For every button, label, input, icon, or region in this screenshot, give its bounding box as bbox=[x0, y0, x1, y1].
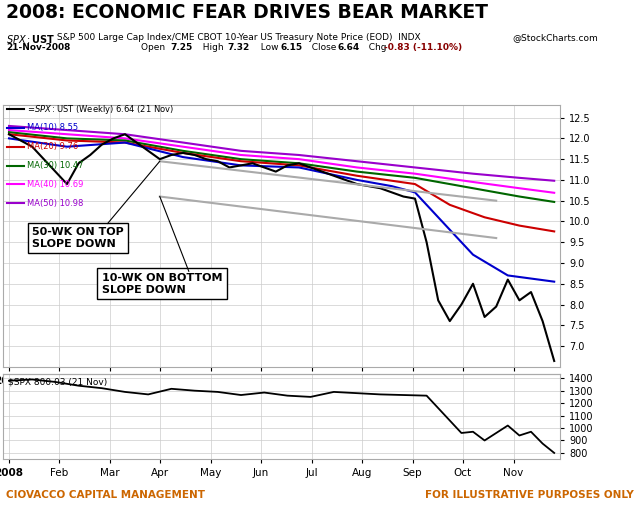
Text: 50-WK ON TOP
SLOPE DOWN: 50-WK ON TOP SLOPE DOWN bbox=[32, 227, 124, 249]
Text: 6.64: 6.64 bbox=[338, 43, 360, 52]
Text: CIOVACCO CAPITAL MANAGEMENT: CIOVACCO CAPITAL MANAGEMENT bbox=[6, 490, 205, 500]
Text: 7.32: 7.32 bbox=[228, 43, 250, 52]
Text: MA(50) 10.98: MA(50) 10.98 bbox=[27, 199, 83, 208]
Text: MA(20) 9.76: MA(20) 9.76 bbox=[27, 142, 78, 151]
Text: Close: Close bbox=[306, 43, 339, 52]
Text: $SPX 800.03 (21 Nov): $SPX 800.03 (21 Nov) bbox=[8, 377, 107, 386]
Text: MA(40) 10.69: MA(40) 10.69 bbox=[27, 180, 83, 189]
Text: FOR ILLUSTRATIVE PURPOSES ONLY: FOR ILLUSTRATIVE PURPOSES ONLY bbox=[425, 490, 634, 500]
Text: =$SPX:$UST (Weekly) 6.64 (21 Nov): =$SPX:$UST (Weekly) 6.64 (21 Nov) bbox=[27, 103, 173, 115]
Text: Chg: Chg bbox=[363, 43, 389, 52]
Text: $SPX:$UST: $SPX:$UST bbox=[6, 33, 56, 45]
Text: Open: Open bbox=[141, 43, 168, 52]
Text: @StockCharts.com: @StockCharts.com bbox=[512, 33, 598, 43]
Text: 6.15: 6.15 bbox=[281, 43, 303, 52]
Text: 2008: ECONOMIC FEAR DRIVES BEAR MARKET: 2008: ECONOMIC FEAR DRIVES BEAR MARKET bbox=[6, 3, 488, 22]
Text: 21-Nov-2008: 21-Nov-2008 bbox=[6, 43, 71, 52]
Text: MA(10) 8.55: MA(10) 8.55 bbox=[27, 124, 77, 132]
Text: Low: Low bbox=[255, 43, 281, 52]
Text: -0.83 (-11.10%): -0.83 (-11.10%) bbox=[384, 43, 462, 52]
Text: High: High bbox=[197, 43, 227, 52]
Text: 10-WK ON BOTTOM
SLOPE DOWN: 10-WK ON BOTTOM SLOPE DOWN bbox=[102, 273, 222, 294]
Text: S&P 500 Large Cap Index/CME CBOT 10-Year US Treasury Note Price (EOD)  INDX: S&P 500 Large Cap Index/CME CBOT 10-Year… bbox=[54, 33, 421, 43]
Text: 7.25: 7.25 bbox=[170, 43, 193, 52]
Text: MA(30) 10.47: MA(30) 10.47 bbox=[27, 161, 83, 170]
